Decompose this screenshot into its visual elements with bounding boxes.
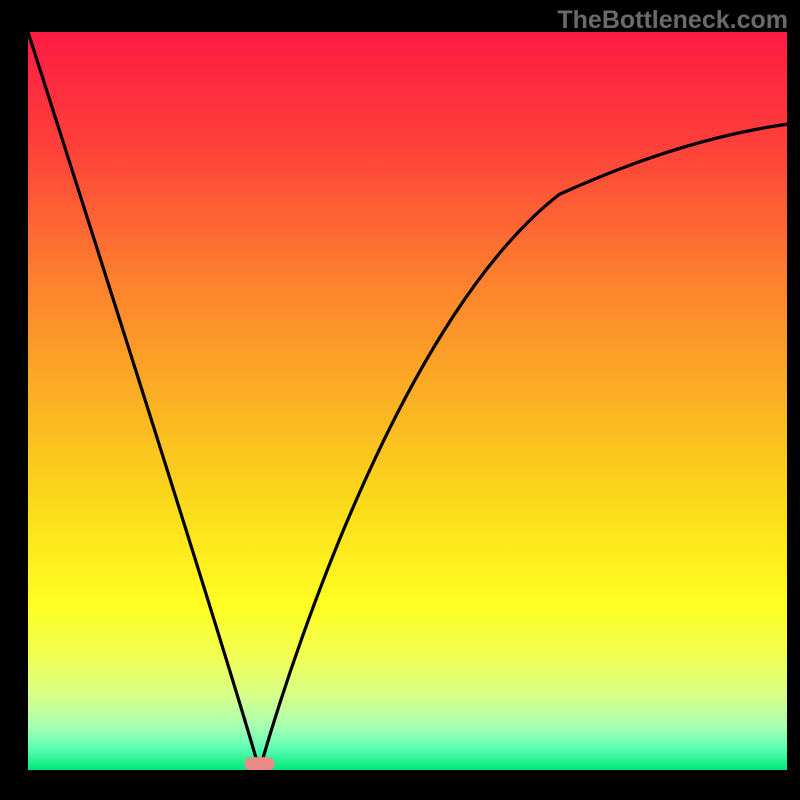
curve-layer: [28, 32, 787, 770]
watermark-text: TheBottleneck.com: [557, 6, 788, 35]
plot-area: [28, 32, 787, 770]
notch-marker: [244, 757, 274, 770]
chart-container: TheBottleneck.com: [0, 0, 800, 800]
bottleneck-curve: [28, 32, 787, 770]
